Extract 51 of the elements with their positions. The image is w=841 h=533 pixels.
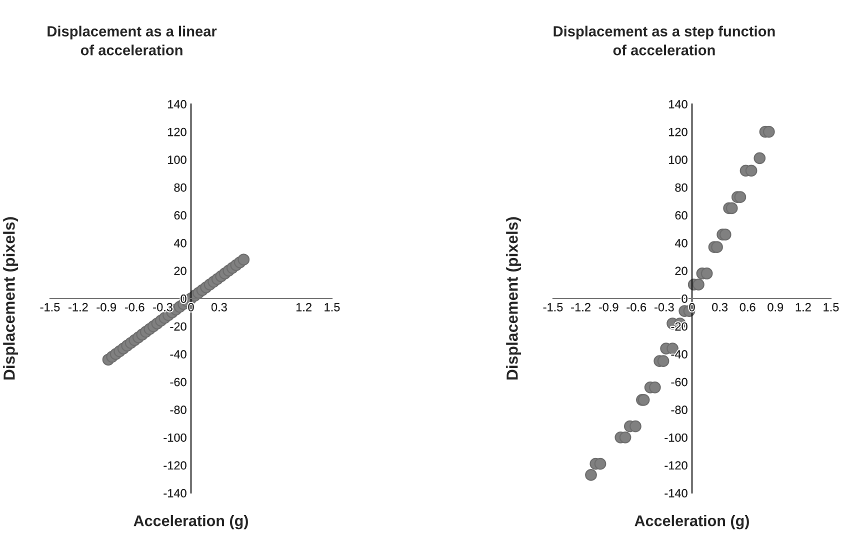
y-tick-label: -40	[671, 350, 688, 358]
y-tick-label: -20	[170, 322, 186, 331]
x-tick-label: -0.6	[124, 302, 144, 312]
y-tick-label: 0	[180, 294, 186, 303]
x-tick-label: 0.9	[768, 302, 784, 312]
x-tick-label: 1.5	[324, 303, 340, 312]
y-tick-label: -100	[664, 433, 688, 442]
y-tick-label: 20	[174, 266, 186, 276]
x-axis-title: Acceleration (g)	[134, 515, 248, 530]
x-axis-title: Acceleration (g)	[634, 515, 749, 530]
chart-title: Displacement as a linear of acceleration	[48, 26, 217, 56]
x-tick-label: 1.2	[796, 302, 811, 312]
x-tick-label: 1.5	[824, 303, 839, 312]
x-tick-label: -1.5	[543, 303, 563, 312]
x-tick-label: -1.2	[68, 302, 88, 312]
x-tick-label: -1.5	[40, 303, 60, 312]
x-tick-label: 0.3	[211, 302, 227, 312]
x-tick-label: -1.2	[571, 302, 590, 312]
y-tick-label: -140	[164, 489, 186, 498]
x-tick-label: -0.3	[654, 302, 674, 312]
y-tick-label: 120	[669, 128, 688, 136]
x-tick-label: -0.6	[626, 302, 646, 312]
y-tick-label: -60	[671, 378, 688, 386]
y-axis-title: Displacement (pixels)	[506, 217, 521, 380]
y-tick-label: -140	[664, 489, 688, 498]
x-tick-label: -0.9	[96, 302, 116, 312]
y-tick-label: 80	[675, 183, 688, 192]
y-tick-label: -40	[170, 350, 186, 358]
y-tick-label: 100	[669, 156, 688, 164]
y-tick-label: 100	[168, 156, 186, 164]
x-tick-label: 1.2	[296, 302, 312, 312]
x-tick-label: 0.6	[740, 302, 756, 312]
x-tick-label: -0.9	[598, 302, 618, 312]
x-tick-label: 0.3	[712, 302, 728, 312]
y-tick-label: 60	[174, 211, 186, 220]
y-tick-label: -100	[164, 433, 186, 442]
y-tick-label: 120	[168, 128, 186, 136]
y-tick-label: 20	[675, 266, 688, 276]
y-tick-label: 80	[174, 183, 186, 192]
y-tick-label: -80	[671, 406, 688, 414]
y-tick-label: 140	[168, 100, 186, 108]
chart-title: Displacement as a step function of acceleration	[554, 26, 775, 56]
y-tick-label: -120	[664, 461, 688, 470]
y-tick-label: -120	[164, 461, 186, 470]
y-tick-label: -60	[170, 378, 186, 386]
y-tick-label: 40	[174, 238, 186, 248]
y-tick-label: 140	[669, 100, 688, 108]
y-tick-label: 60	[675, 211, 688, 220]
y-tick-label: -80	[170, 406, 186, 414]
y-tick-label: 40	[674, 238, 688, 248]
y-axis-title: Displacement (pixels)	[3, 217, 18, 380]
